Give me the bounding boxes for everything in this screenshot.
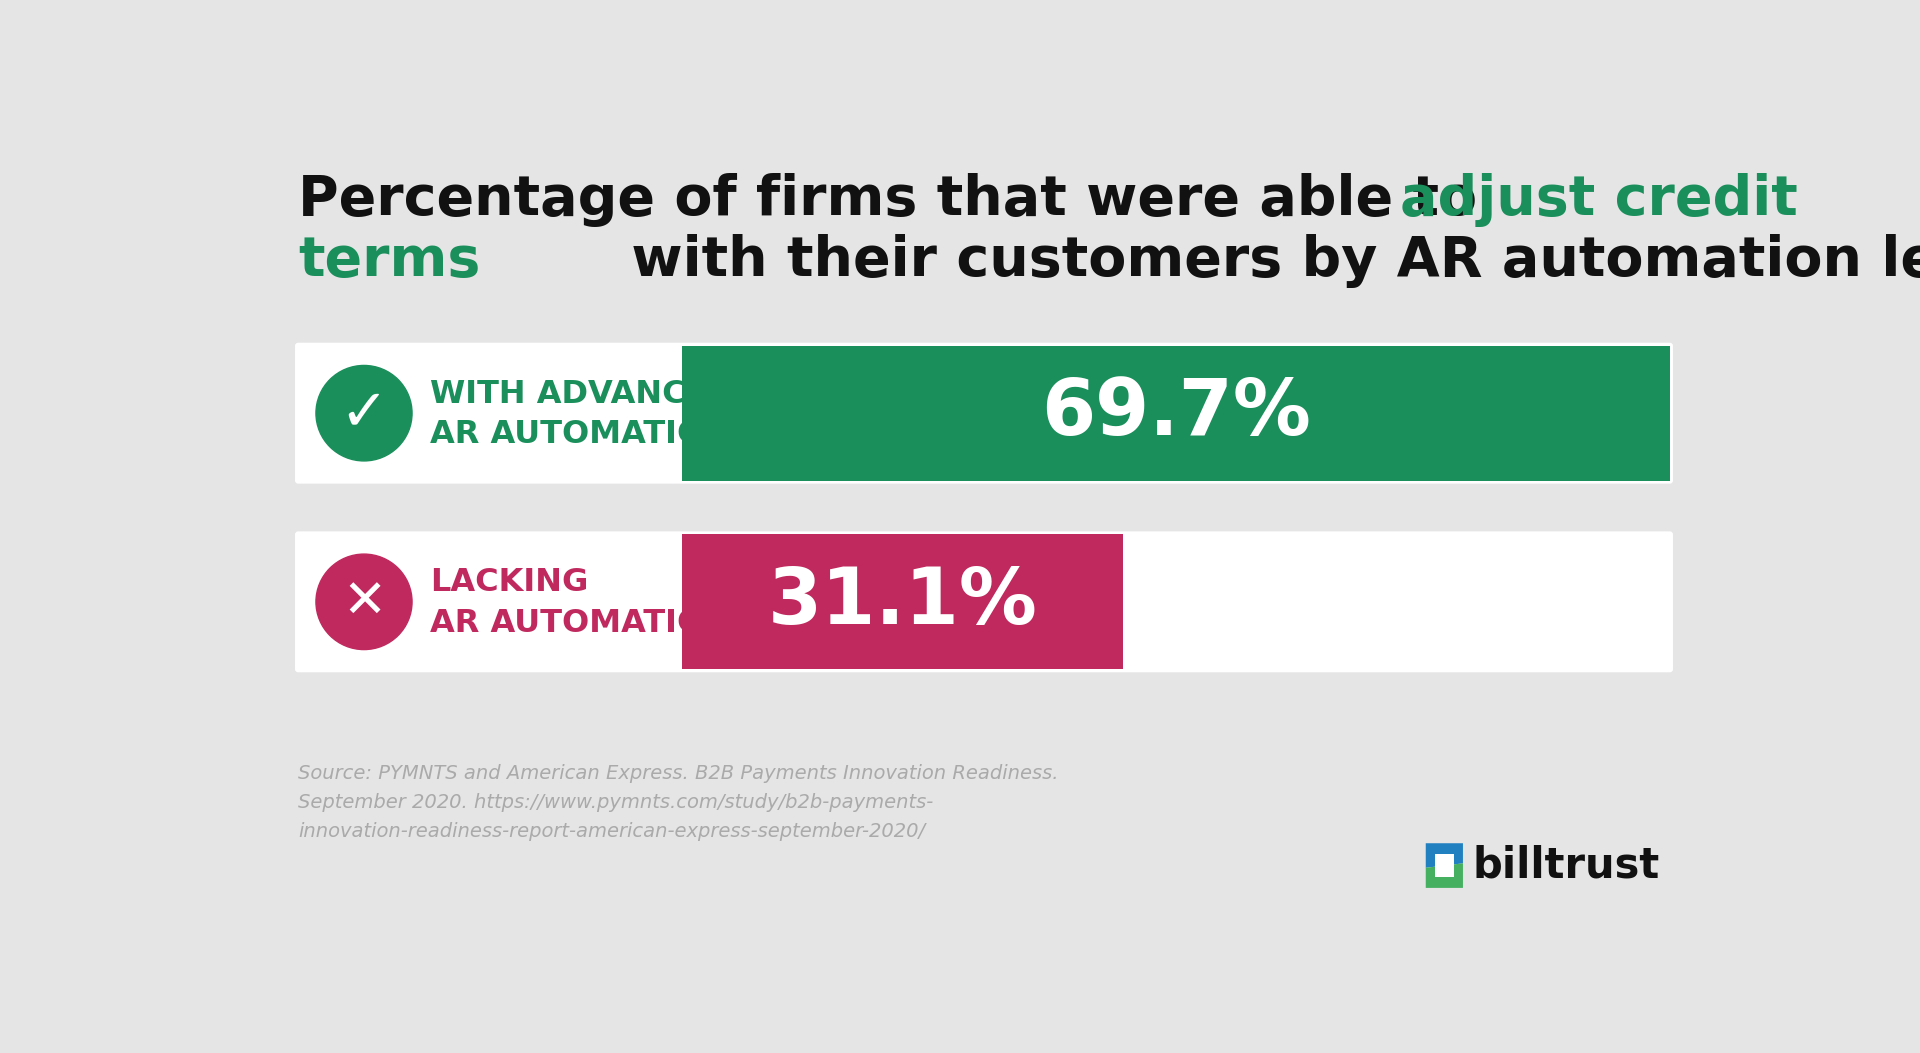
Polygon shape [1427, 863, 1463, 888]
Text: WITH ADVANCED: WITH ADVANCED [430, 379, 733, 410]
Text: ✕: ✕ [342, 576, 386, 628]
Text: AR AUTOMATION: AR AUTOMATION [430, 608, 732, 639]
Text: Percentage of firms that were able to: Percentage of firms that were able to [298, 173, 1496, 226]
Circle shape [317, 365, 413, 461]
Text: innovation-readiness-report-american-express-september-2020/: innovation-readiness-report-american-exp… [298, 822, 925, 841]
Polygon shape [1427, 843, 1463, 868]
Bar [298, 535, 682, 670]
Bar [1434, 854, 1453, 877]
Text: adjust credit: adjust credit [1400, 173, 1797, 226]
FancyBboxPatch shape [296, 342, 1672, 483]
Text: with their customers by AR automation level: with their customers by AR automation le… [612, 234, 1920, 289]
Text: 69.7%: 69.7% [1041, 375, 1311, 451]
Text: terms: terms [298, 234, 480, 289]
Bar [682, 345, 1670, 480]
Text: billtrust: billtrust [1473, 845, 1659, 887]
Bar [298, 345, 682, 480]
Text: Source: PYMNTS and American Express. B2B Payments Innovation Readiness.: Source: PYMNTS and American Express. B2B… [298, 763, 1058, 782]
Text: September 2020. https://www.pymnts.com/study/b2b-payments-: September 2020. https://www.pymnts.com/s… [298, 793, 933, 812]
Text: AR AUTOMATION: AR AUTOMATION [430, 419, 732, 451]
Text: ✓: ✓ [340, 384, 388, 441]
Text: 31.1%: 31.1% [768, 563, 1037, 640]
Bar [682, 535, 1123, 670]
FancyBboxPatch shape [296, 532, 1672, 672]
Text: LACKING: LACKING [430, 568, 588, 598]
Circle shape [317, 554, 413, 650]
